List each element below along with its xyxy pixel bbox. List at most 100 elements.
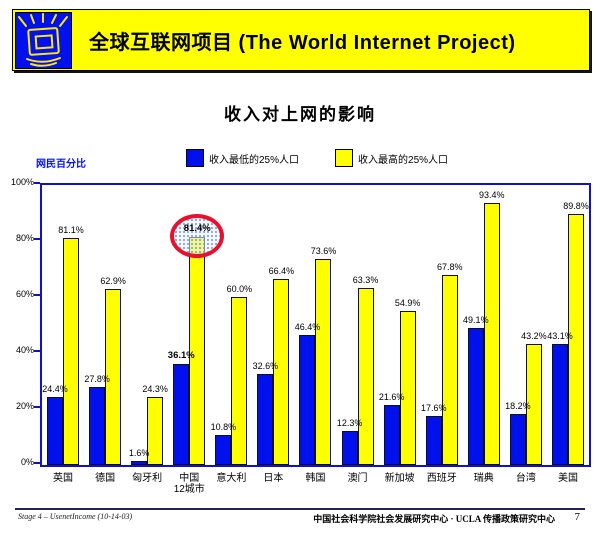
value-label: 36.1% [167, 349, 195, 361]
value-label: 60.0% [226, 284, 253, 294]
bar-group: 24.4% 81.1% 英国 [42, 185, 84, 484]
value-label: 93.4% [479, 190, 505, 201]
category-label: 西班牙 [426, 473, 457, 484]
title-banner: 全球互联网项目 (The World Internet Project) [12, 9, 590, 71]
legend-swatch-high-income [335, 149, 354, 167]
low-income-bar [89, 387, 106, 465]
value-label: 43.2% [521, 331, 547, 342]
bar-group: 43.1% 89.8% 美国 [547, 185, 589, 484]
low-income-bar [173, 363, 190, 465]
shining-monitor-logo-icon [15, 12, 72, 69]
low-income-bar [131, 460, 148, 465]
category-label: 德国 [95, 473, 116, 484]
high-income-bar [231, 297, 248, 465]
value-label: 89.8% [563, 200, 589, 211]
bar-group: 21.6% 54.9% 新加坡 [379, 185, 421, 484]
low-income-bar [215, 434, 232, 465]
y-tick-mark [34, 406, 40, 408]
y-tick-mark [34, 294, 40, 296]
bar-group: 46.4% 73.6% 韩国 [294, 185, 337, 484]
value-label: 81.4% [183, 223, 211, 235]
value-label: 10.8% [210, 421, 237, 432]
highlight-ellipse [170, 214, 225, 259]
low-income-bar [257, 373, 274, 465]
legend-item-high-income: 收入最高的25%人口 [335, 149, 448, 167]
low-income-bar [341, 430, 358, 465]
bar-group: 27.8% 62.9% 德国 [84, 185, 126, 484]
value-label: 49.1% [463, 314, 489, 325]
y-tick-mark [34, 182, 40, 184]
footer-divider [15, 508, 585, 510]
value-label: 12.3% [336, 417, 363, 428]
page-number: 7 [574, 511, 581, 523]
bar-group: 10.8% 60.0% 意大利 [210, 185, 253, 484]
bar-group: 32.6% 66.4% 日本 [252, 185, 295, 484]
value-label: 67.8% [436, 262, 463, 273]
high-income-bar [315, 258, 332, 465]
banner-title: 全球互联网项目 (The World Internet Project) [89, 31, 516, 54]
value-label: 46.4% [294, 322, 321, 333]
y-tick-label: 100% [10, 177, 34, 187]
value-label: 62.9% [100, 275, 126, 286]
category-label: 英国 [53, 473, 74, 484]
high-income-bar [441, 275, 458, 465]
category-label: 意大利 [216, 473, 247, 484]
category-label: 澳门 [347, 473, 368, 484]
category-label: 美国 [557, 473, 578, 484]
value-label: 27.8% [84, 374, 110, 385]
y-tick-label: 40% [15, 345, 34, 355]
y-tick-label: 60% [15, 289, 34, 299]
high-income-bar [147, 396, 164, 465]
legend-swatch-low-income [186, 149, 204, 167]
low-income-bar [467, 327, 484, 465]
value-label: 32.6% [252, 360, 279, 371]
bar-group: 36.1% 81.4% 中国 12城市 [168, 185, 211, 495]
value-label: 18.2% [505, 401, 531, 412]
y-tick-label: 80% [15, 233, 34, 243]
high-income-bar [105, 288, 122, 465]
value-label: 73.6% [310, 245, 337, 256]
value-label: 63.3% [352, 274, 379, 285]
y-tick-mark [34, 462, 40, 464]
bar-group: 1.6% 24.3% 匈牙利 [126, 185, 168, 484]
y-axis-title: 网民百分比 [36, 159, 86, 170]
bar-group: 49.1% 93.4% 瑞典 [463, 185, 505, 484]
y-tick-mark [34, 238, 40, 240]
category-label: 匈牙利 [132, 473, 163, 484]
value-label: 24.4% [42, 383, 68, 394]
category-label: 新加坡 [384, 473, 415, 484]
low-income-bar [509, 414, 526, 465]
bar-chart-plot-area: 24.4% 81.1% 英国 27.8% 62.9% 德国 1.6% 24.3% 匈牙利 36.1… [40, 183, 591, 495]
high-income-bar [357, 287, 374, 465]
high-income-bar [399, 311, 416, 465]
legend-label-high-income: 收入最高的25%人口 [358, 154, 449, 166]
low-income-bar [47, 396, 64, 465]
category-label: 韩国 [305, 473, 326, 484]
footer-slide-info: Stage 4 – UsenetIncome (10-14-03) [18, 512, 133, 521]
category-label: 瑞典 [473, 473, 494, 484]
bar-group: 12.3% 63.3% 澳门 [337, 185, 379, 484]
y-tick-label: 20% [15, 401, 34, 411]
high-income-bar [483, 203, 500, 465]
low-income-bar [551, 344, 568, 465]
page-title: 收入对上网的影响 [224, 105, 376, 124]
high-income-bar [273, 279, 290, 465]
value-label: 81.1% [58, 224, 84, 235]
category-label: 日本 [263, 473, 284, 484]
legend-label-low-income: 收入最低的25%人口 [209, 154, 300, 166]
category-label: 中国 12城市 [173, 473, 205, 495]
bar-group: 17.6% 67.8% 西班牙 [421, 185, 463, 484]
value-label: 43.1% [547, 331, 573, 342]
high-income-bar [63, 237, 80, 465]
low-income-bar [425, 415, 442, 465]
value-label: 1.6% [128, 447, 150, 458]
value-label: 54.9% [394, 298, 421, 309]
low-income-bar [383, 404, 400, 465]
value-label: 17.6% [420, 402, 447, 413]
value-label: 21.6% [378, 391, 405, 402]
y-tick-label: 0% [20, 457, 34, 467]
category-label: 台湾 [515, 473, 536, 484]
high-income-bar [525, 344, 542, 465]
value-label: 24.3% [142, 383, 168, 394]
